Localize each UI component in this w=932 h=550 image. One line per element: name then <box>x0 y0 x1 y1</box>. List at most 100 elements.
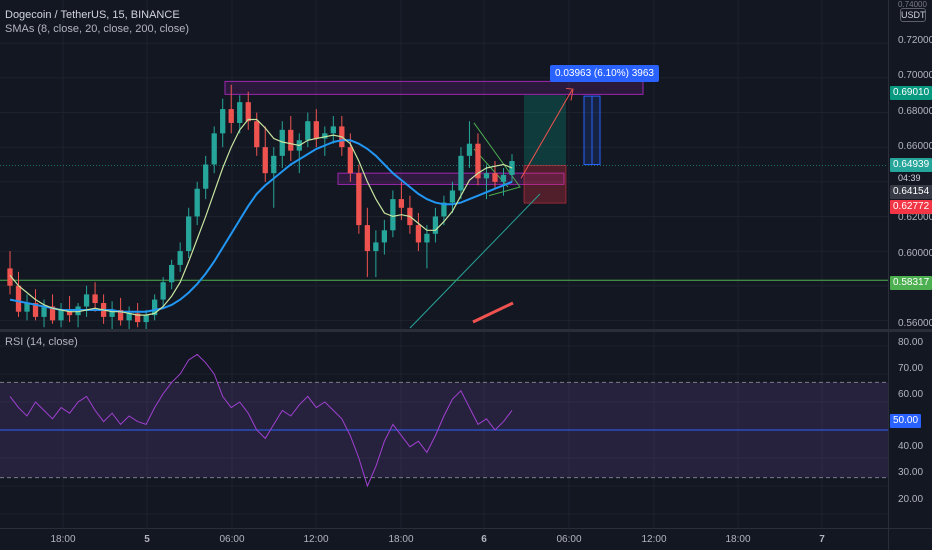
forecast-arrow-line <box>520 89 573 179</box>
candle-body <box>126 313 132 321</box>
candle-body <box>466 143 473 156</box>
price-tick: 0.68000 <box>898 106 932 117</box>
candle-body <box>186 216 192 252</box>
candle-body <box>322 133 328 139</box>
triangle-pattern <box>473 122 521 197</box>
candle-body <box>220 109 226 134</box>
candle-body <box>211 133 217 165</box>
trendline-ascending <box>409 193 541 329</box>
candle-body <box>347 147 353 174</box>
candle-body <box>134 313 141 323</box>
candle-body <box>117 309 124 321</box>
support-price-badge: 0.58317 <box>890 276 932 290</box>
candle-body <box>143 315 149 323</box>
candle-body <box>7 268 13 286</box>
measure-label: 0.03963 (6.10%) 3963 <box>550 65 659 82</box>
price-chart-pane[interactable] <box>0 0 888 329</box>
sma-slow-line <box>9 139 513 313</box>
price-axis[interactable] <box>888 0 932 528</box>
candle-body <box>262 147 268 174</box>
stop-price-badge: 0.62772 <box>890 200 932 214</box>
price-tick: 0.70000 <box>898 70 932 81</box>
candle-body <box>160 282 166 300</box>
resistance-zone <box>224 80 644 95</box>
rsi-midline-badge: 50.00 <box>890 414 922 428</box>
price-tick-top: 0.74000 <box>898 0 927 9</box>
symbol-title[interactable]: Dogecoin / TetherUS, 15, BINANCE <box>5 9 180 21</box>
candle-body <box>66 309 73 316</box>
time-tick: 18:00 <box>725 534 751 545</box>
candle-body <box>415 225 422 243</box>
candle-body <box>500 174 507 182</box>
candle-body <box>305 121 311 141</box>
time-tick: 6 <box>481 534 487 545</box>
rsi-line <box>9 353 513 488</box>
axis-corner <box>888 528 932 550</box>
candle-body <box>330 126 336 134</box>
time-tick: 12:00 <box>641 534 667 545</box>
price-tick: 0.60000 <box>898 248 932 259</box>
candle-body <box>109 309 115 317</box>
price-tick: 0.56000 <box>898 318 932 329</box>
price-tick: 0.62000 <box>898 212 932 223</box>
candle-body <box>449 190 456 203</box>
rsi-pane[interactable] <box>0 332 888 528</box>
candle-body <box>441 202 447 217</box>
rsi-indicator-label[interactable]: RSI (14, close) <box>5 336 78 348</box>
time-tick: 5 <box>144 534 150 545</box>
candle-body <box>271 155 277 174</box>
time-tick: 06:00 <box>219 534 245 545</box>
candle-body <box>390 199 396 231</box>
price-chart-svg[interactable] <box>0 0 888 329</box>
rsi-tick: 60.00 <box>898 389 924 400</box>
forecast-arrowhead <box>565 87 574 101</box>
sma-price-badge: 0.64154 <box>890 185 932 199</box>
time-tick: 12:00 <box>303 534 329 545</box>
rsi-tick: 70.00 <box>898 363 924 374</box>
long-profit-zone <box>524 95 566 166</box>
time-tick: 18:00 <box>388 534 414 545</box>
time-tick: 06:00 <box>556 534 582 545</box>
candle-body <box>92 294 98 304</box>
current-price-badge: 0.64939 <box>890 158 932 172</box>
currency-button[interactable]: USDT <box>900 8 926 22</box>
candle-body <box>32 303 39 317</box>
candle-body <box>288 129 294 151</box>
candle-body <box>475 143 481 179</box>
rsi-tick: 40.00 <box>898 441 924 452</box>
price-tick: 0.72000 <box>898 35 932 46</box>
candle-body <box>398 199 405 208</box>
target-price-badge: 0.69010 <box>890 86 932 100</box>
candle-body <box>313 121 319 139</box>
time-axis[interactable] <box>0 528 888 550</box>
candle-body <box>169 264 175 283</box>
candle-body <box>381 230 388 243</box>
candle-body <box>245 102 251 122</box>
drawn-red-segment <box>472 301 514 324</box>
candle-body <box>58 309 64 321</box>
candle-body <box>49 306 56 321</box>
bar-countdown: 04:39 <box>898 173 921 183</box>
candle-body <box>15 285 22 312</box>
rsi-tick: 80.00 <box>898 337 924 348</box>
candle-body <box>356 173 362 226</box>
candle-body <box>41 306 47 317</box>
candle-body <box>194 188 200 217</box>
candle-body <box>432 216 439 234</box>
candle-body <box>254 121 260 148</box>
candle-body <box>83 294 90 307</box>
candle-body <box>279 129 285 156</box>
sma-indicator-label[interactable]: SMAs (8, close, 20, close, 200, close) <box>5 23 190 35</box>
candle-body <box>203 164 209 189</box>
candle-body <box>458 155 464 191</box>
candle-body <box>177 251 183 265</box>
pane-separator[interactable] <box>0 329 932 332</box>
consolidation-zone <box>337 172 565 185</box>
sma-fast-line <box>9 118 513 316</box>
rsi-tick: 30.00 <box>898 467 924 478</box>
candle-body <box>373 242 379 252</box>
rsi-chart-svg[interactable] <box>0 332 888 528</box>
candle-body <box>492 173 498 182</box>
candle-body <box>483 173 490 179</box>
candle-body <box>237 102 243 123</box>
